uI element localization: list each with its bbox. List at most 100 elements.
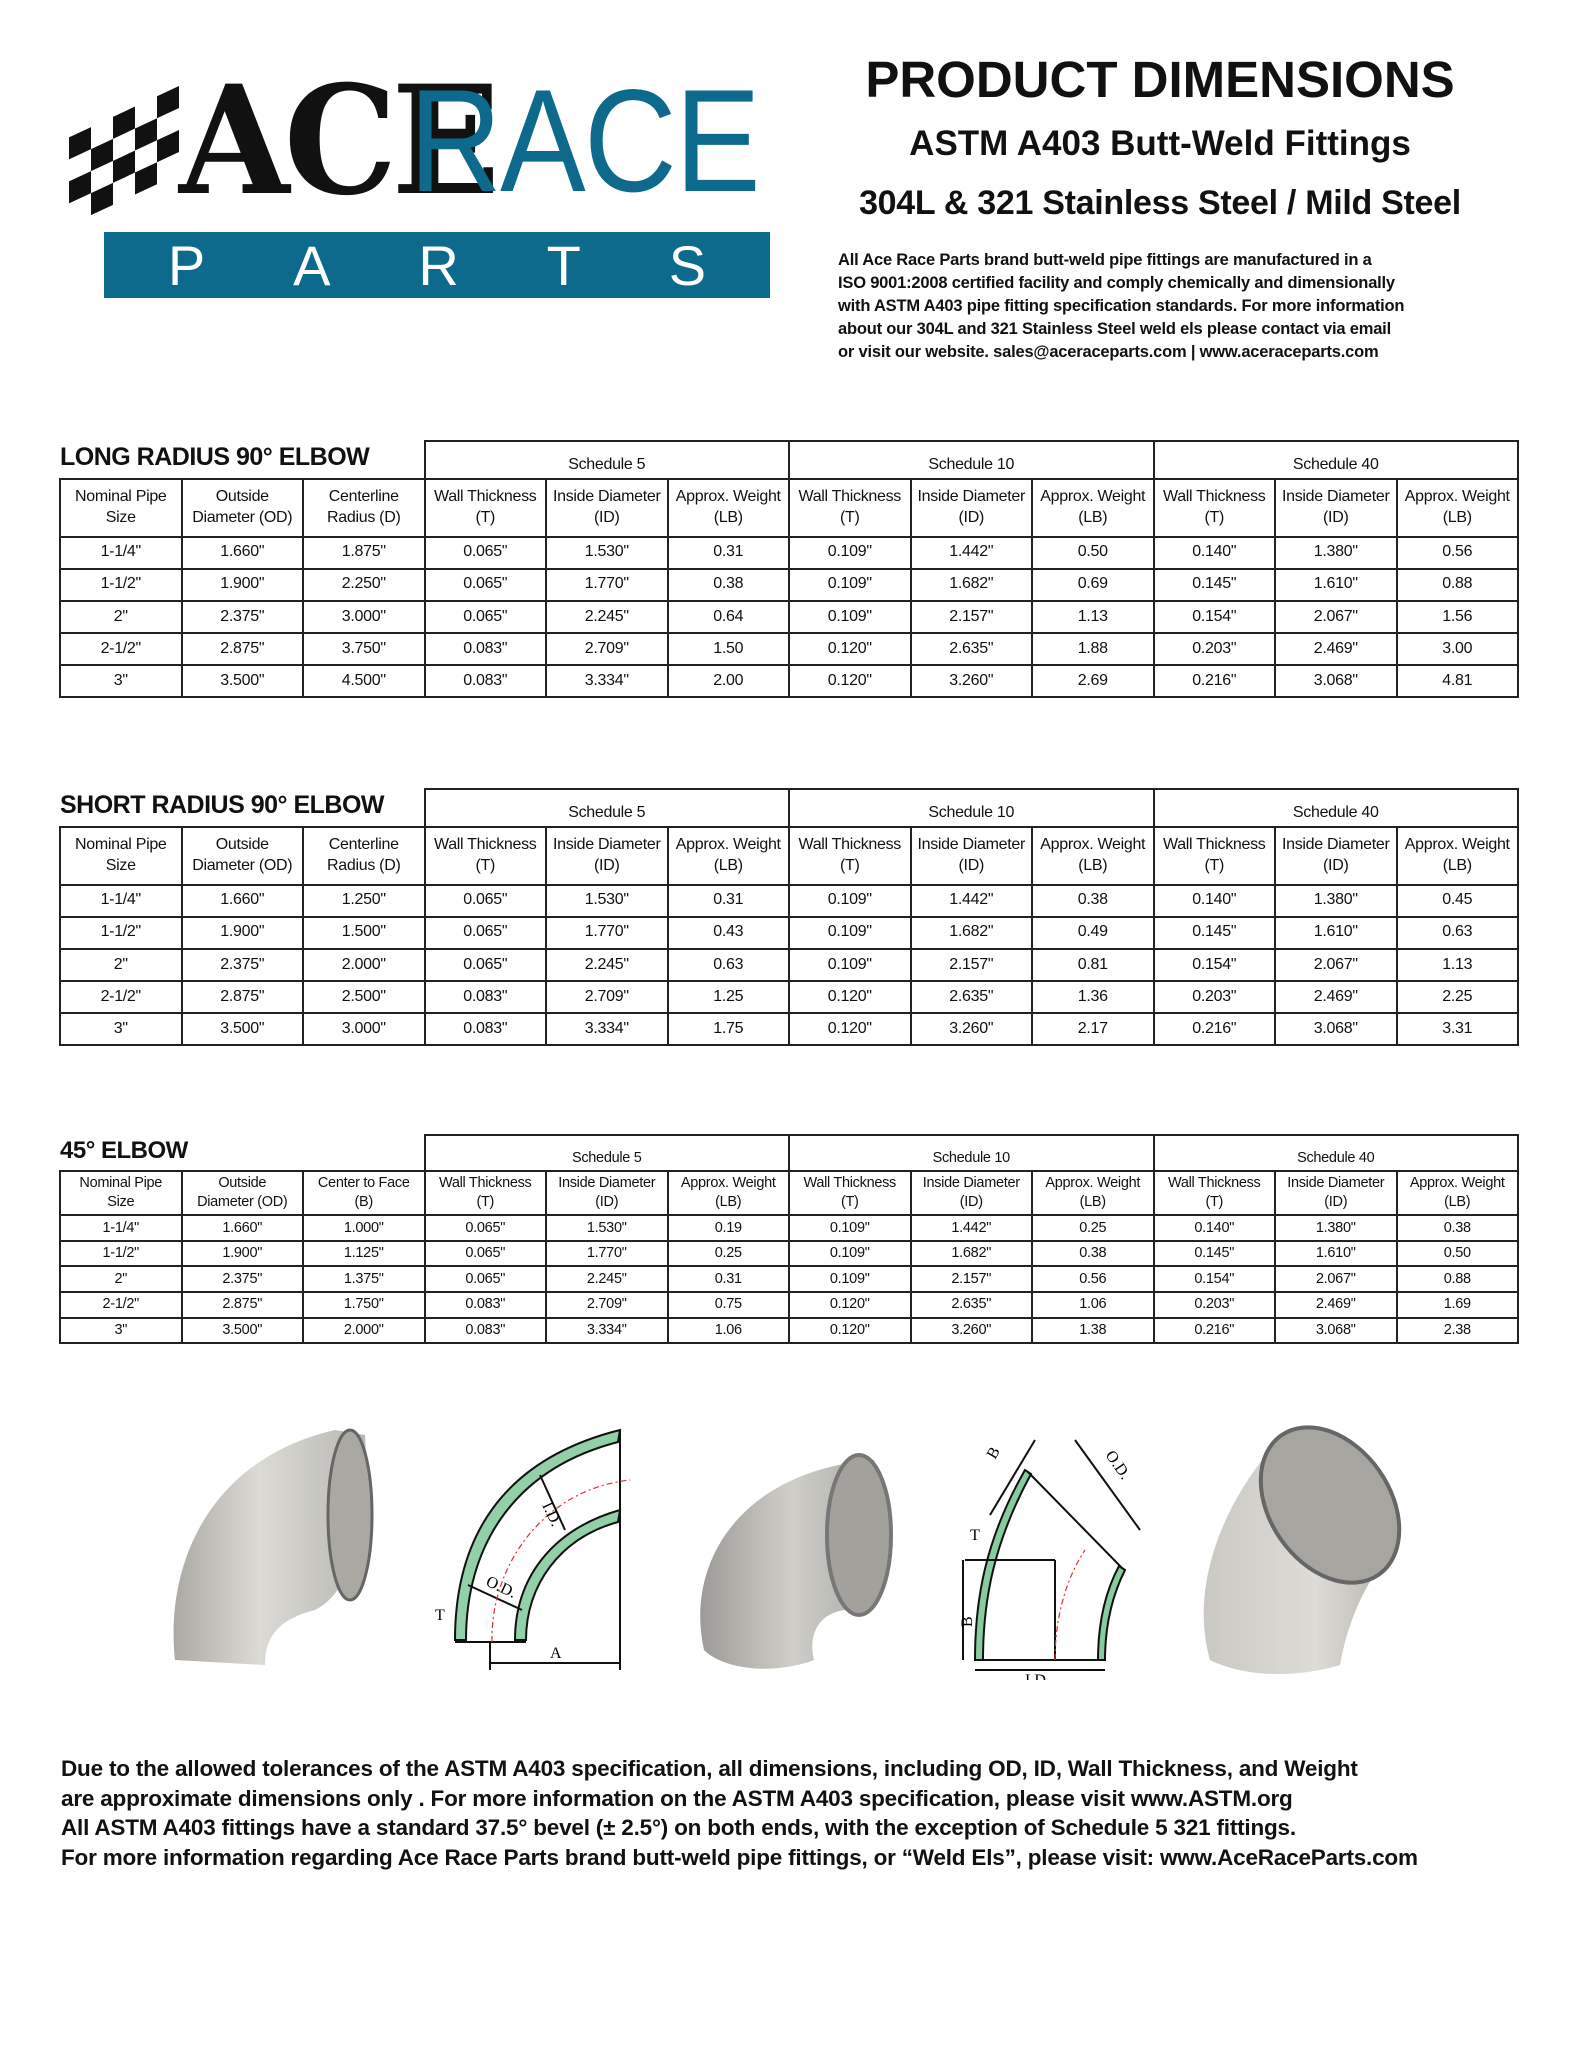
table-cell: 0.49 — [1031, 915, 1155, 950]
column-header: Approx. Weight (LB) — [1395, 477, 1519, 538]
footer-line: For more information regarding Ace Race … — [61, 1844, 1418, 1870]
column-header: Wall Thickness (T) — [788, 1170, 912, 1217]
column-header-line: Inside Diameter — [917, 487, 1026, 505]
table-cell: 1.75 — [666, 1012, 790, 1047]
table-cell: 0.109" — [788, 883, 912, 918]
table-row: 2-1/2" 2.875" 2.500" 0.083" 2.709" 1.25 0.120"… — [59, 980, 1519, 1015]
column-header-line: Outside — [215, 487, 269, 505]
table-cell: 3" — [59, 1316, 183, 1345]
table-cell: 0.38 — [1031, 1239, 1155, 1268]
table-cell: 2.000" — [302, 947, 426, 983]
column-header-line: (LB) — [1442, 508, 1472, 526]
table-cell: 0.203" — [1152, 1290, 1276, 1319]
column-header-line: (ID) — [595, 1194, 619, 1211]
table-cell: 0.56 — [1395, 535, 1519, 570]
column-header-line: Wall Thickness — [434, 835, 537, 853]
diagram-label-id: I.D. — [1025, 1672, 1050, 1680]
column-header: Inside Diameter (ID) — [909, 477, 1033, 538]
table-cell: 0.120" — [788, 1012, 912, 1047]
column-header-line: (T) — [1205, 1194, 1224, 1211]
column-header: Inside Diameter (ID) — [545, 825, 669, 886]
table-cell: 2.157" — [909, 1265, 1033, 1293]
intro-line: or visit our website. sales@aceraceparts… — [838, 343, 1379, 361]
table-cell: 0.38 — [1395, 1214, 1519, 1242]
logo-parts-bar: P A R T S — [104, 232, 770, 298]
table-cell: 3.334" — [545, 1012, 669, 1047]
table-cell: 0.145" — [1152, 567, 1276, 602]
column-header: Centerline Radius (D) — [302, 477, 426, 538]
column-header: Nominal Pipe Size — [59, 825, 183, 886]
table-cell: 0.216" — [1152, 664, 1276, 699]
table-row: 1-1/4" 1.660" 1.875" 0.065" 1.530" 0.31 0.109"… — [59, 535, 1519, 570]
column-header-row: Nominal Pipe Size Outside Diameter (OD) Cent… — [59, 1170, 1519, 1217]
column-header-line: Outside — [215, 835, 269, 853]
column-header-line: Radius (D) — [327, 856, 401, 874]
table-cell: 2" — [59, 1265, 183, 1293]
table-cell: 2-1/2" — [59, 632, 183, 667]
table-cell: 1.250" — [302, 883, 426, 918]
column-header-line: Wall Thickness — [798, 835, 902, 853]
column-header-line: (ID) — [594, 508, 620, 526]
table-cell: 0.75 — [666, 1290, 790, 1319]
schedule-header: Schedule 40 — [1152, 440, 1519, 480]
diagram-label-od: O.D. — [483, 1573, 518, 1602]
checkered-flag-icon — [69, 86, 179, 216]
subtitle-materials: 304L & 321 Stainless Steel / Mild Steel — [859, 184, 1461, 222]
table-cell: 0.154" — [1152, 947, 1276, 983]
column-header: Wall Thickness (T) — [1152, 477, 1276, 538]
column-header-line: Size — [107, 1194, 135, 1211]
intro-line: All Ace Race Parts brand butt-weld pipe … — [838, 251, 1372, 269]
column-header-line: (ID) — [1324, 1194, 1348, 1211]
schedule-header: Schedule 40 — [1152, 788, 1519, 828]
column-header-line: (ID) — [958, 508, 985, 526]
column-header-line: Nominal Pipe — [74, 487, 167, 505]
column-header-line: (T) — [1204, 856, 1225, 874]
table-cell: 2.00 — [666, 664, 790, 699]
column-header: Approx. Weight (LB) — [1031, 1170, 1155, 1217]
footer-line: are approximate dimensions only . For mo… — [61, 1785, 1293, 1811]
table-cell: 0.69 — [1031, 567, 1155, 602]
table-cell: 3" — [59, 664, 183, 699]
table-cell: 0.154" — [1152, 599, 1276, 635]
table-cell: 1.682" — [909, 1239, 1033, 1268]
table-cell: 2.245" — [545, 947, 669, 983]
table-cell: 0.109" — [788, 1239, 912, 1268]
column-header-line: (B) — [354, 1194, 374, 1211]
table-cell: 1.500" — [302, 915, 426, 950]
column-header-line: Approx. Weight — [1045, 1175, 1141, 1192]
table-cell: 0.109" — [788, 1265, 912, 1293]
table-cell: 0.203" — [1152, 980, 1276, 1015]
column-header-line: Approx. Weight — [1040, 487, 1146, 505]
column-header-line: Size — [105, 508, 136, 526]
column-header: Wall Thickness (T) — [423, 477, 547, 538]
table-cell: 0.140" — [1152, 535, 1276, 570]
table-cell: 0.083" — [423, 664, 547, 699]
table-cell: 0.216" — [1152, 1316, 1276, 1345]
logo-letter: P — [167, 233, 206, 297]
table-cell: 2.375" — [180, 947, 304, 983]
intro-line: ISO 9001:2008 certified facility and com… — [838, 274, 1395, 292]
table-title: LONG RADIUS 90° ELBOW — [60, 441, 425, 480]
table-cell: 0.109" — [788, 915, 912, 950]
table-cell: 1.38 — [1031, 1316, 1155, 1345]
diagram-label-od: O.D. — [1102, 1448, 1134, 1483]
footer-notes: Due to the allowed tolerances of the AST… — [61, 1754, 1561, 1872]
table-cell: 0.63 — [666, 947, 790, 983]
table-cell: 2.500" — [302, 980, 426, 1015]
column-header-line: (ID) — [959, 1194, 983, 1211]
schedule-header: Schedule 10 — [788, 440, 1155, 480]
column-header-line: Wall Thickness — [1168, 1175, 1261, 1192]
column-header: Center to Face (B) — [302, 1170, 426, 1217]
schedule-header: Schedule 10 — [788, 788, 1155, 828]
45-elbow-diagram: B O.D. T B I.D. — [959, 1439, 1141, 1680]
column-header-row: Nominal Pipe Size Outside Diameter (OD) Cent… — [59, 825, 1519, 886]
table-cell: 3.260" — [909, 1012, 1033, 1047]
table-cell: 0.109" — [788, 599, 912, 635]
column-header-line: (LB) — [715, 1194, 742, 1211]
table-cell: 2.067" — [1274, 947, 1398, 983]
column-header-line: Diameter (OD) — [192, 508, 293, 526]
table-cell: 1.50 — [666, 632, 790, 667]
table-cell: 1.750" — [302, 1290, 426, 1319]
table-cell: 2.69 — [1031, 664, 1155, 699]
table-cell: 0.25 — [666, 1239, 790, 1268]
